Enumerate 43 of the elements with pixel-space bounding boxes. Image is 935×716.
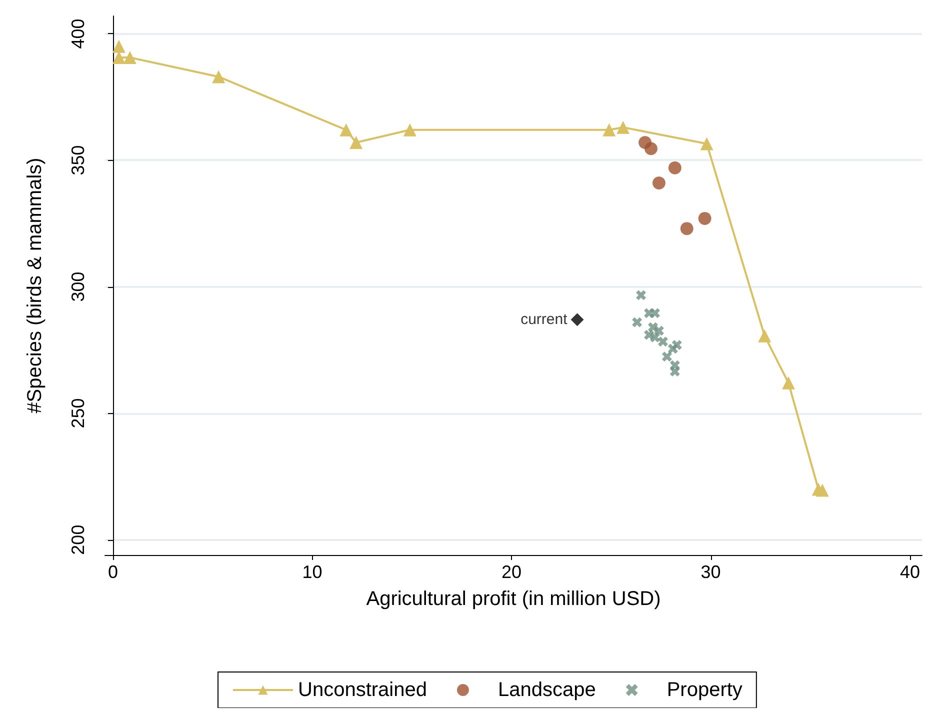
point <box>112 40 126 53</box>
point <box>570 313 584 326</box>
point <box>632 317 642 328</box>
y-tick-label: 250 <box>68 398 88 428</box>
y-tick-label: 350 <box>68 145 88 176</box>
y-tick-label: 300 <box>68 272 88 302</box>
point <box>123 51 136 64</box>
x-tick-label: 20 <box>501 562 522 582</box>
x-tick-label: 0 <box>108 562 118 582</box>
x-axis-title: Agricultural profit (in million USD) <box>366 588 661 610</box>
annotation: current <box>520 311 568 328</box>
point <box>403 123 416 136</box>
point <box>340 123 353 136</box>
point <box>212 70 226 84</box>
legend-label: Landscape <box>498 679 596 701</box>
point <box>636 290 646 300</box>
point <box>698 212 712 225</box>
point <box>700 137 714 150</box>
point <box>680 222 694 236</box>
point <box>670 366 680 377</box>
point <box>758 329 772 342</box>
point <box>658 336 668 347</box>
y-axis-title: #Species (birds & mammals) <box>24 158 46 414</box>
x-tick-label: 10 <box>302 562 322 582</box>
point <box>668 161 682 174</box>
y-tick-label: 400 <box>68 18 88 49</box>
x-tick-label: 30 <box>700 562 721 582</box>
y-tick-label: 200 <box>68 524 88 555</box>
legend-label: Property <box>666 679 742 701</box>
point <box>782 376 795 390</box>
point <box>662 352 672 362</box>
point <box>672 340 682 350</box>
point <box>112 51 126 64</box>
legend-label: Unconstrained <box>298 679 427 701</box>
point <box>602 123 616 136</box>
point <box>816 484 829 497</box>
point <box>650 308 660 318</box>
x-tick-label: 40 <box>900 562 920 582</box>
point <box>654 326 664 336</box>
point <box>644 142 658 156</box>
point <box>350 136 363 150</box>
point <box>652 176 666 190</box>
point <box>616 120 630 134</box>
